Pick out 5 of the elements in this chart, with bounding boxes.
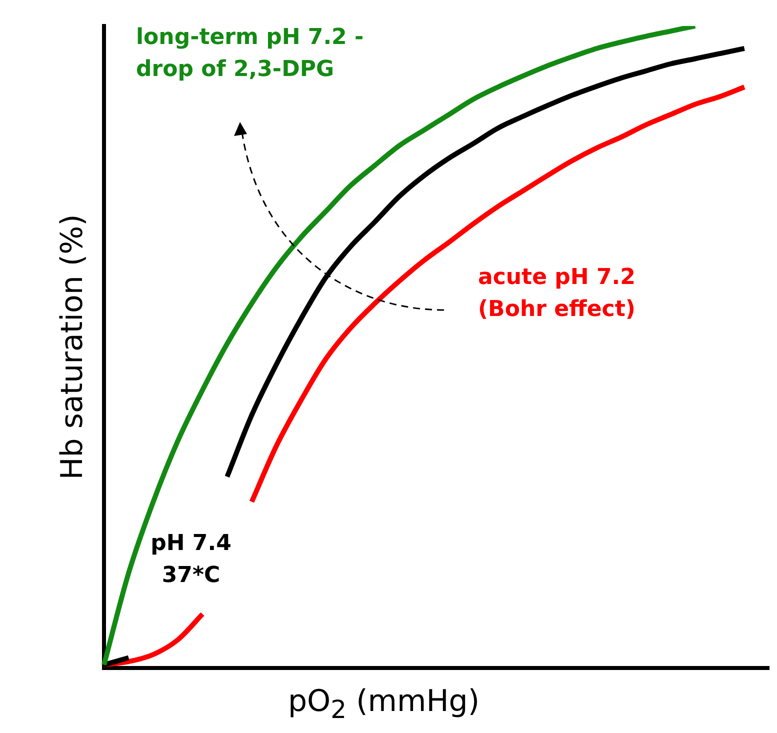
y-axis-title: Hb saturation (%) (54, 214, 90, 480)
text: pH 7.4 37*C (150, 530, 232, 590)
x-axis-title: pO$_{2}$ (mmHg) (288, 684, 480, 724)
series-label: acute pH 7.2 (Bohr effect) (478, 264, 636, 324)
text: long-term pH 7.2 - drop of 2,3-DPG (136, 24, 365, 84)
